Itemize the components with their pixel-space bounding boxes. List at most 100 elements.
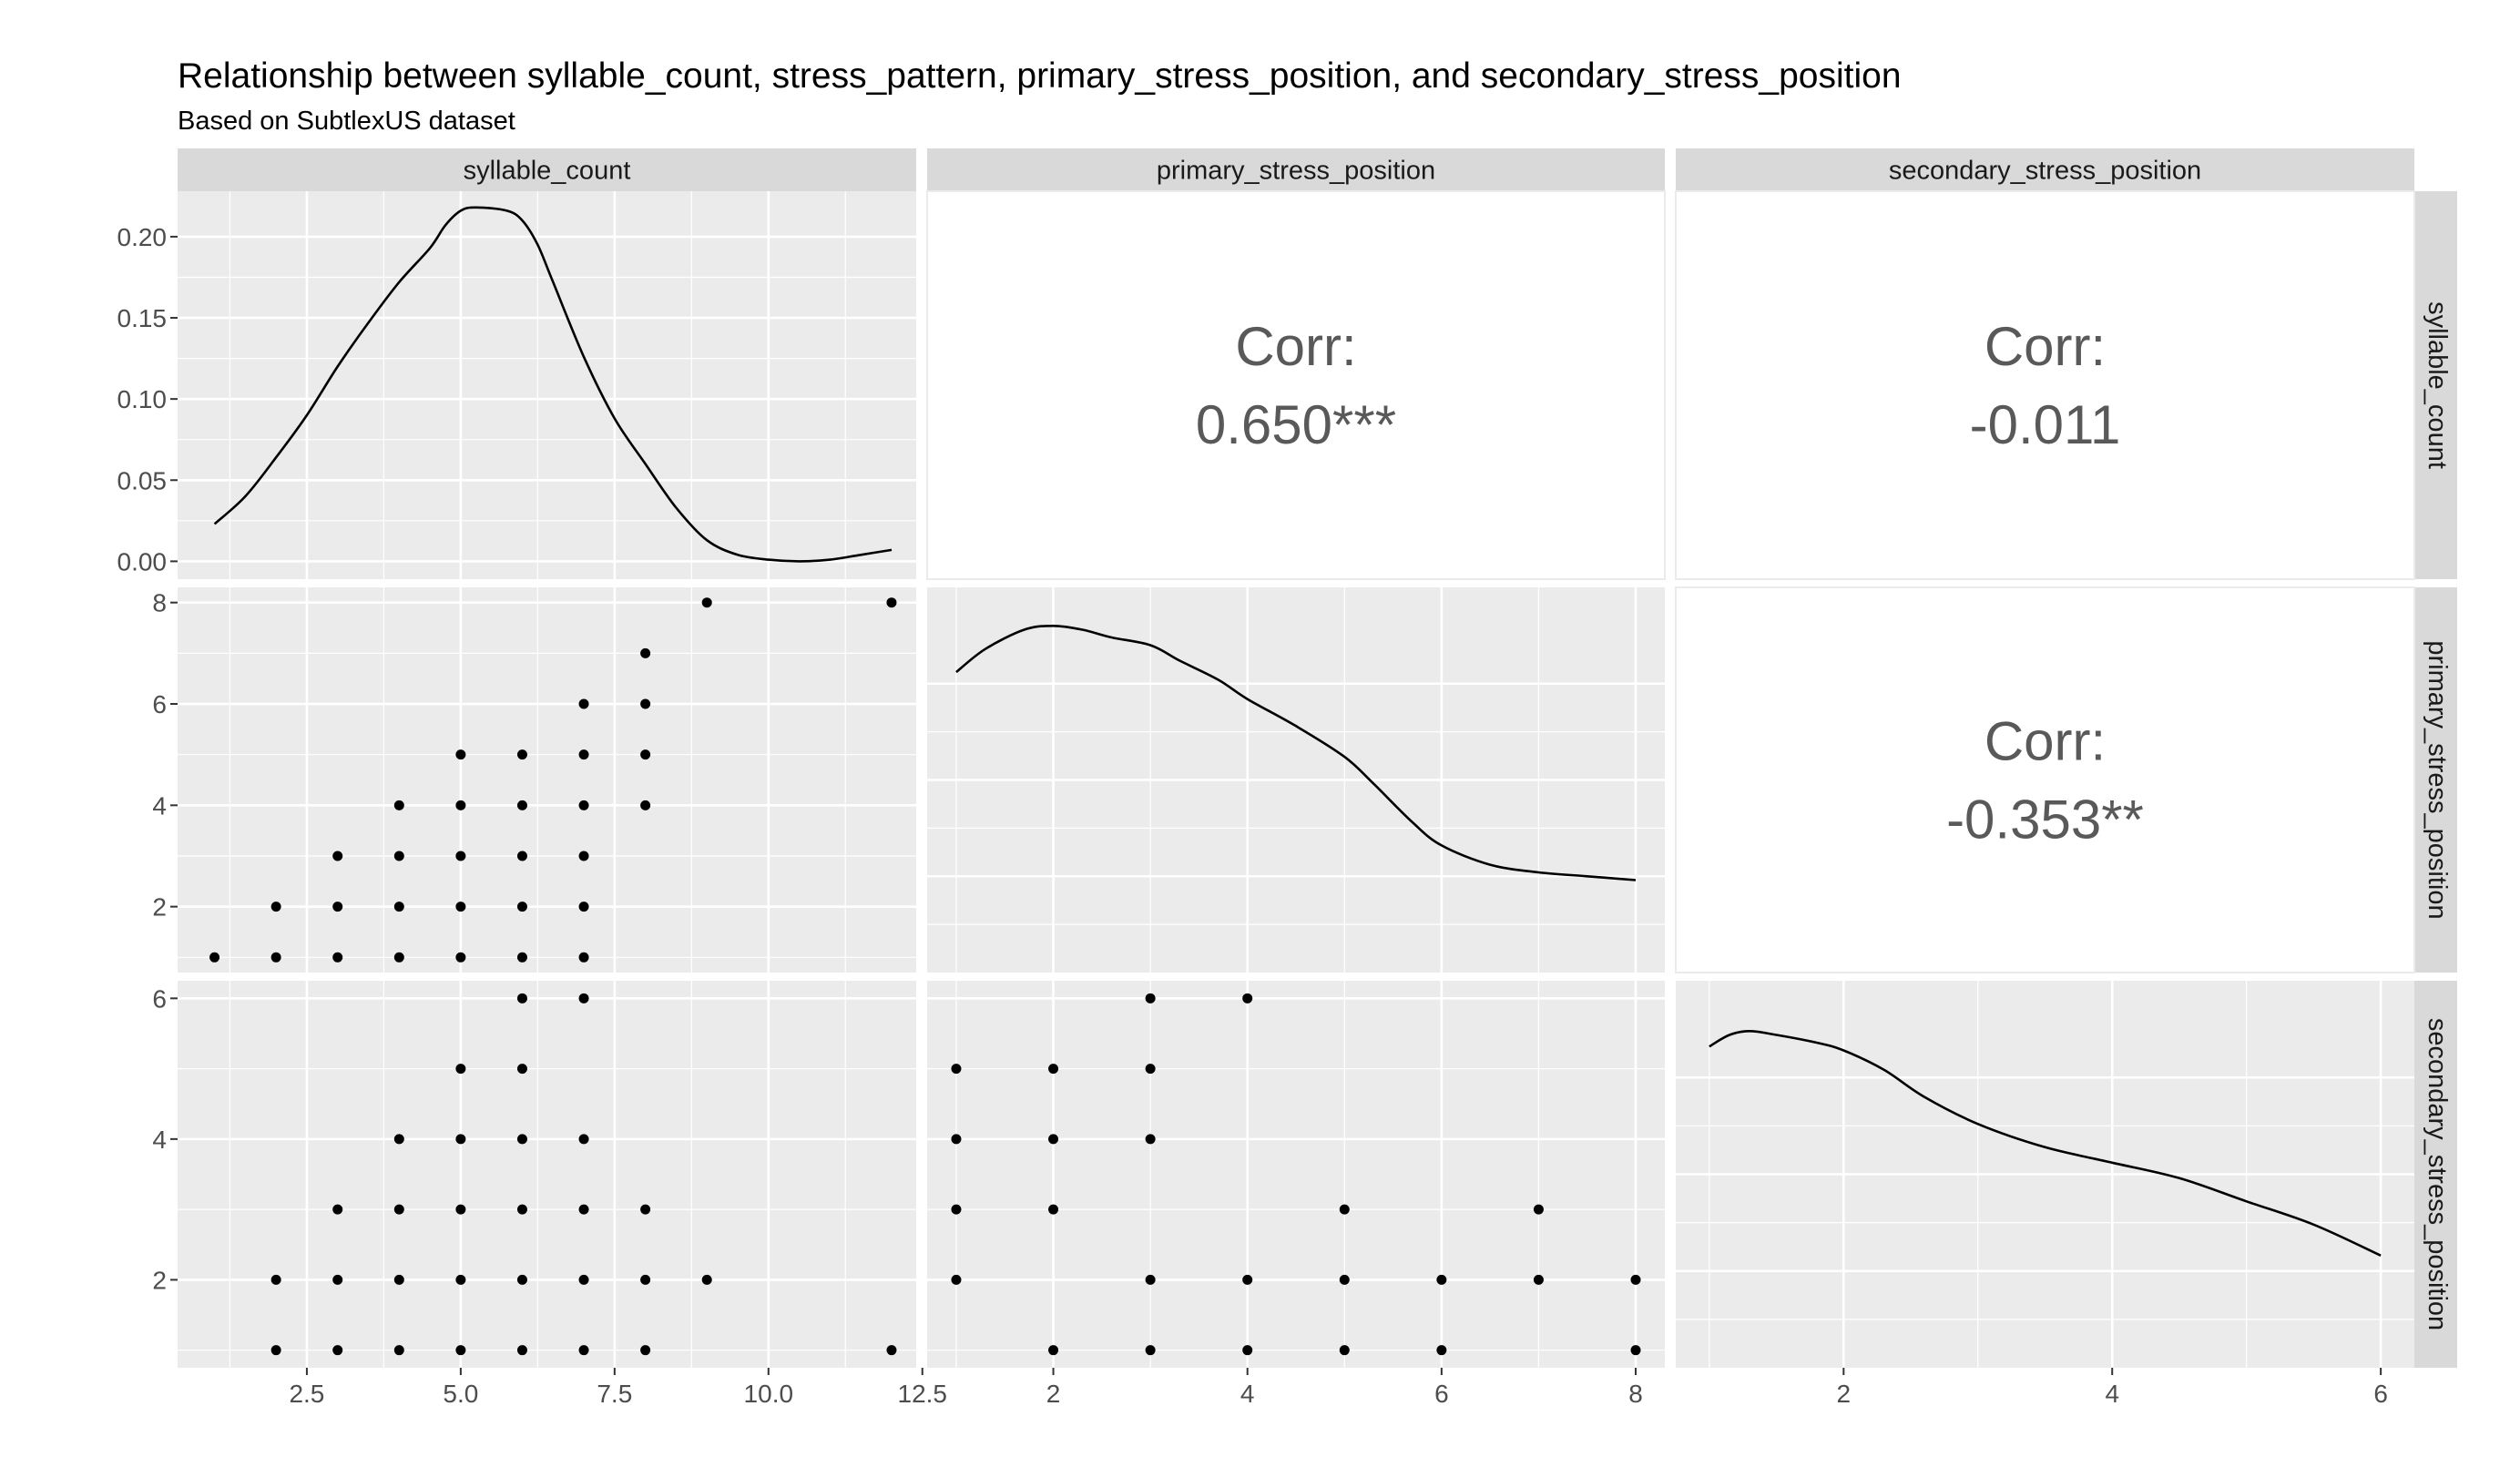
scatter-point: [516, 1274, 527, 1285]
strip-top-label: syllable_count: [464, 157, 631, 186]
scatter-point: [270, 1274, 281, 1285]
scatter-point: [455, 1345, 466, 1356]
x-tick-label: 6: [1434, 1380, 1449, 1408]
scatter-point: [393, 952, 404, 963]
scatter-point: [886, 1345, 897, 1356]
strip-right-label: primary_stress_position: [2423, 640, 2452, 919]
scatter-point: [393, 1134, 404, 1145]
scatter-point: [701, 1274, 712, 1285]
scatter-point: [640, 698, 651, 709]
strip-top-secondary_stress_position: [1676, 148, 2414, 191]
scatter-point: [701, 597, 712, 608]
strip-top-syllable_count: [178, 148, 916, 191]
scatter-point: [455, 1134, 466, 1145]
x-tick-label: 6: [2373, 1380, 2388, 1408]
x-tick-label: 10.0: [744, 1380, 794, 1408]
panel-scatter-syllable-vs-primary-background: [178, 587, 916, 973]
scatter-point: [516, 952, 527, 963]
panel-scatter-syllable-vs-secondary: [178, 981, 916, 1368]
scatter-point: [516, 749, 527, 760]
scatter-point: [1339, 1204, 1350, 1215]
strip-right-secondary_stress_position: [2414, 981, 2457, 1368]
corr-label: Corr:: [1984, 711, 2106, 772]
scatter-point: [1436, 1345, 1447, 1356]
scatter-point: [640, 647, 651, 658]
strip-right-label: syllable_count: [2423, 301, 2452, 469]
scatter-point: [393, 1274, 404, 1285]
scatter-point: [640, 800, 651, 810]
scatter-point: [578, 698, 589, 709]
scatter-point: [516, 800, 527, 810]
corr-label: Corr:: [1984, 316, 2106, 377]
scatter-point: [1048, 1134, 1059, 1145]
scatter-point: [640, 749, 651, 760]
corr-value: -0.011: [1970, 394, 2121, 455]
scatter-point: [640, 1274, 651, 1285]
scatter-point: [270, 902, 281, 912]
scatter-point: [1533, 1204, 1544, 1215]
strip-right-primary_stress_position: [2414, 587, 2457, 973]
panel-scatter-syllable-vs-secondary-background: [178, 981, 916, 1368]
x-tick-label: 5.0: [443, 1380, 478, 1408]
scatter-point: [516, 1134, 527, 1145]
scatter-point: [332, 1204, 343, 1215]
scatter-point: [393, 851, 404, 861]
scatter-point: [332, 1345, 343, 1356]
panel-density-secondary: [1676, 981, 2414, 1368]
scatter-point: [951, 1204, 962, 1215]
y-tick-label: 0.05: [117, 466, 168, 494]
density-line-primary-stress-position: [955, 624, 1637, 881]
corr-value: -0.353**: [1946, 790, 2144, 851]
scatter-point: [1242, 993, 1253, 1004]
scatter-point: [1630, 1274, 1641, 1285]
y-tick-label: 0.10: [117, 385, 168, 413]
scatter-point: [393, 1204, 404, 1215]
scatter-point: [209, 952, 220, 963]
strip-top-label: primary_stress_position: [1157, 157, 1435, 186]
x-tick-label: 4: [1240, 1380, 1255, 1408]
panel-density-primary: [927, 587, 1665, 973]
scatter-point: [455, 1064, 466, 1075]
scatter-point: [455, 749, 466, 760]
strip-right-label: secondary_stress_position: [2423, 1018, 2452, 1330]
corr-label: Corr:: [1235, 316, 1356, 377]
scatter-point: [455, 902, 466, 912]
y-tick-label: 6: [152, 690, 167, 718]
scatter-point: [516, 993, 527, 1004]
scatter-point: [455, 1204, 466, 1215]
scatter-point: [886, 597, 897, 608]
scatter-point: [393, 902, 404, 912]
x-tick-label: 4: [2105, 1380, 2119, 1408]
scatter-point: [516, 1345, 527, 1356]
y-tick-label: 0.00: [117, 547, 168, 576]
panel-scatter-primary-vs-secondary: [927, 981, 1665, 1368]
x-tick-label: 2: [1046, 1380, 1061, 1408]
x-tick-label: 8: [1628, 1380, 1643, 1408]
scatter-point: [516, 851, 527, 861]
scatter-point: [516, 1204, 527, 1215]
chart-title: Relationship between syllable_count, str…: [178, 56, 1902, 96]
scatter-point: [393, 1345, 404, 1356]
density-line-syllable-count: [213, 206, 893, 563]
panel-scatter-primary-vs-secondary-background: [927, 981, 1665, 1368]
y-tick-label: 2: [152, 893, 167, 922]
scatter-point: [332, 902, 343, 912]
scatter-point: [1242, 1345, 1253, 1356]
strip-top-label: secondary_stress_position: [1889, 157, 2201, 186]
scatter-point: [1630, 1345, 1641, 1356]
scatter-point: [1145, 993, 1156, 1004]
y-tick-label: 8: [152, 589, 167, 617]
y-tick-label: 0.15: [117, 304, 168, 332]
y-tick-label: 4: [152, 791, 167, 820]
scatter-point: [578, 1345, 589, 1356]
y-tick-label: 0.20: [117, 223, 168, 251]
x-tick-label: 7.5: [597, 1380, 632, 1408]
scatter-point: [951, 1134, 962, 1145]
scatter-point: [578, 749, 589, 760]
density-line-secondary-stress-position: [1709, 1029, 2382, 1257]
scatter-point: [578, 952, 589, 963]
scatter-point: [393, 800, 404, 810]
scatter-point: [578, 1134, 589, 1145]
scatter-point: [455, 851, 466, 861]
scatter-point: [578, 800, 589, 810]
